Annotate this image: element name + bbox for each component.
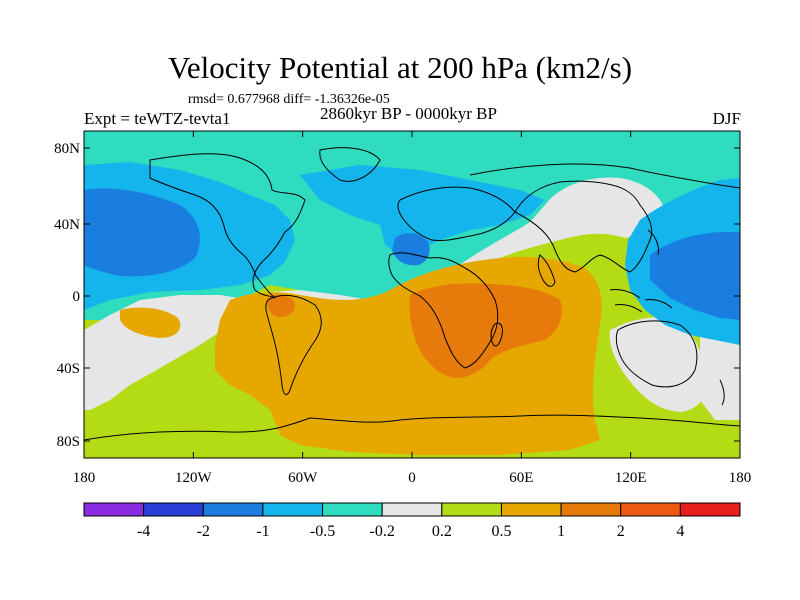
colorbar-swatch bbox=[83, 502, 145, 517]
lat-label: 40N bbox=[54, 217, 80, 233]
colorbar-label: -0.2 bbox=[370, 523, 395, 540]
lon-label: 0 bbox=[408, 470, 416, 486]
colorbar-label: 4 bbox=[676, 523, 684, 540]
velocity-potential-field bbox=[84, 131, 740, 458]
colorbar-swatch bbox=[143, 502, 204, 517]
colorbar-swatch bbox=[262, 502, 324, 517]
colorbar-label: 1 bbox=[557, 523, 565, 540]
field-strong-positive-africa bbox=[409, 283, 562, 378]
coast-asia bbox=[469, 163, 740, 273]
coastlines bbox=[84, 147, 740, 441]
coast-north-america bbox=[149, 153, 306, 299]
colorbar-swatch bbox=[560, 502, 622, 517]
period-label: 2860kyr BP - 0000kyr BP bbox=[320, 104, 497, 123]
colorbar-swatch bbox=[381, 502, 443, 517]
field-strong-negative-north-pacific bbox=[84, 188, 200, 277]
colorbar-swatch bbox=[500, 502, 562, 517]
field-strong-negative-west-pacific bbox=[650, 232, 740, 320]
lon-label: 180 bbox=[73, 470, 96, 486]
coast-japan bbox=[647, 229, 659, 256]
lon-label: 60W bbox=[288, 470, 318, 486]
field-moderate-negative-eurasia bbox=[300, 165, 545, 255]
coast-india bbox=[537, 254, 556, 287]
lon-label: 180 bbox=[729, 470, 752, 486]
colorbar-swatch bbox=[620, 502, 681, 517]
lat-label: 80N bbox=[54, 141, 80, 157]
colorbar-labels: -4 -2 -1 -0.5 -0.2 0.2 0.5 1 2 4 bbox=[137, 523, 684, 540]
lon-label: 60E bbox=[509, 470, 533, 486]
colorbar-label: -1 bbox=[256, 523, 269, 540]
colorbar-swatch bbox=[202, 502, 264, 517]
colorbar-label: -0.5 bbox=[310, 523, 335, 540]
colorbar-label: 2 bbox=[617, 523, 625, 540]
longitude-labels: 180 120W 60W 0 60E 120E 180 bbox=[73, 470, 752, 486]
colorbar-swatch bbox=[322, 502, 383, 517]
coast-antarctica bbox=[84, 414, 740, 441]
field-strong-positive-south-america bbox=[267, 294, 296, 318]
lon-label: 120E bbox=[615, 470, 647, 486]
colorbar-label: -2 bbox=[197, 523, 210, 540]
latitude-labels: 80N 40N 0 40S 80S bbox=[54, 141, 80, 450]
coast-new-zealand bbox=[719, 379, 725, 406]
experiment-label: Expt = teWTZ-tevta1 bbox=[84, 109, 231, 128]
field-moderate-positive-sw-pacific bbox=[120, 307, 181, 338]
field-near-zero-dateline bbox=[700, 320, 740, 420]
field-strong-negative-mediterranean bbox=[392, 233, 430, 266]
coast-australia bbox=[615, 320, 698, 388]
lat-label: 0 bbox=[73, 289, 81, 305]
field-near-zero-indo-pacific bbox=[609, 317, 707, 412]
coast-maritime-continent bbox=[609, 289, 673, 313]
coast-europe bbox=[397, 186, 516, 241]
coast-africa bbox=[388, 252, 499, 369]
colorbar-label: -4 bbox=[137, 523, 150, 540]
lat-label: 80S bbox=[57, 434, 80, 450]
colorbar-label: 0.2 bbox=[432, 523, 452, 540]
stats-label: rmsd= 0.677968 diff= -1.36326e-05 bbox=[188, 92, 390, 107]
colorbar bbox=[83, 502, 741, 517]
coast-madagascar bbox=[490, 322, 503, 347]
colorbar-swatch bbox=[441, 502, 502, 517]
field-near-zero-asia bbox=[455, 177, 665, 268]
colorbar-swatch bbox=[679, 502, 741, 517]
colorbar-label: 0.5 bbox=[491, 523, 511, 540]
season-label: DJF bbox=[712, 109, 741, 128]
coast-south-america bbox=[265, 294, 322, 396]
coast-greenland bbox=[319, 147, 381, 182]
axis-ticks bbox=[83, 131, 741, 458]
lat-label: 40S bbox=[57, 361, 80, 377]
lon-label: 120W bbox=[175, 470, 213, 486]
map-title: Velocity Potential at 200 hPa (km2/s) bbox=[167, 50, 633, 85]
